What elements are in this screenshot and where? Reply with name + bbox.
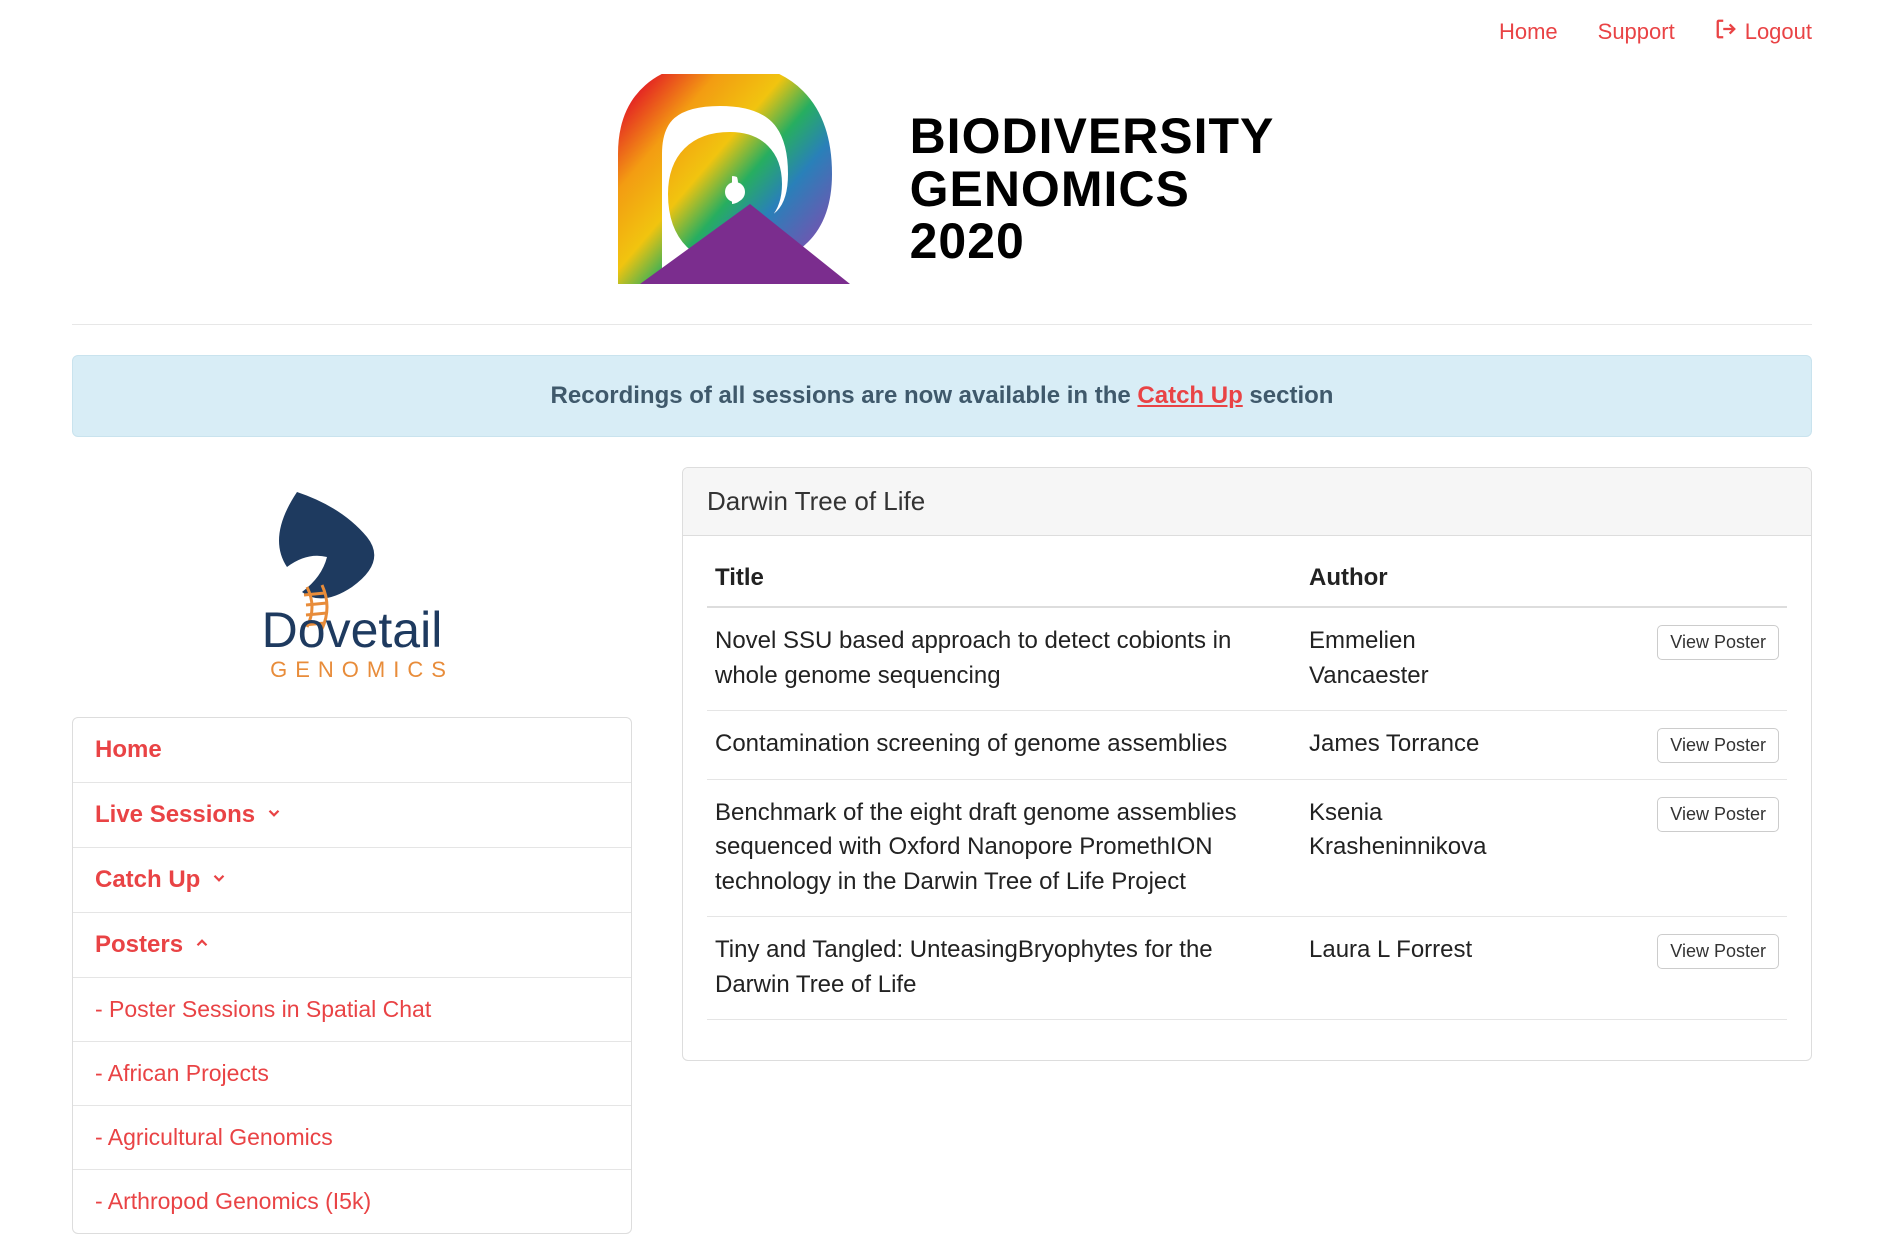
sidebar-item-label: Live Sessions — [95, 801, 255, 829]
nav-support-link[interactable]: Support — [1598, 19, 1675, 45]
conference-logo-icon — [610, 74, 880, 294]
sidebar-item-label: - Poster Sessions in Spatial Chat — [95, 996, 431, 1023]
poster-title: Novel SSU based approach to detect cobio… — [707, 607, 1301, 710]
sidebar-item-label: Home — [95, 736, 162, 764]
nav-home-link[interactable]: Home — [1499, 19, 1558, 45]
sidebar-subitem-african-projects[interactable]: - African Projects — [73, 1042, 631, 1106]
table-row: Novel SSU based approach to detect cobio… — [707, 607, 1787, 710]
chevron-up-icon — [193, 931, 211, 959]
chevron-down-icon — [210, 866, 228, 894]
conference-title-line3: 2020 — [910, 215, 1275, 268]
sidebar-subitem-spatial-chat[interactable]: - Poster Sessions in Spatial Chat — [73, 978, 631, 1042]
conference-title-line1: BIODIVERSITY — [910, 110, 1275, 163]
col-author: Author — [1301, 550, 1539, 607]
poster-panel: Darwin Tree of Life Title Author — [682, 467, 1812, 1061]
sidebar-nav: Home Live Sessions Catch Up Posters — [72, 717, 632, 1234]
top-nav: Home Support Logout — [72, 0, 1812, 64]
sidebar-item-label: - Arthropod Genomics (I5k) — [95, 1188, 371, 1215]
chevron-down-icon — [265, 801, 283, 829]
header-logo: BIODIVERSITY GENOMICS 2020 — [72, 64, 1812, 324]
sidebar-item-label: - Agricultural Genomics — [95, 1124, 333, 1151]
table-row: Benchmark of the eight draft genome asse… — [707, 779, 1787, 916]
main-content: Darwin Tree of Life Title Author — [682, 467, 1812, 1061]
sidebar-subitem-agricultural-genomics[interactable]: - Agricultural Genomics — [73, 1106, 631, 1170]
table-row: Contamination screening of genome assemb… — [707, 710, 1787, 779]
view-poster-button[interactable]: View Poster — [1657, 797, 1779, 832]
sidebar-item-catch-up[interactable]: Catch Up — [73, 848, 631, 913]
sponsor-logo: Dovetail GENOMICS — [72, 467, 632, 717]
col-title: Title — [707, 550, 1301, 607]
sidebar-item-label: Posters — [95, 931, 183, 959]
poster-table: Title Author Novel SSU based approach to… — [707, 550, 1787, 1020]
sidebar-subitem-arthropod-genomics[interactable]: - Arthropod Genomics (I5k) — [73, 1170, 631, 1233]
poster-author: Laura L Forrest — [1301, 916, 1539, 1019]
poster-title: Tiny and Tangled: UnteasingBryophytes fo… — [707, 916, 1301, 1019]
view-poster-button[interactable]: View Poster — [1657, 728, 1779, 763]
poster-author: James Torrance — [1301, 710, 1539, 779]
sponsor-name-text: Dovetail — [262, 602, 443, 658]
panel-title: Darwin Tree of Life — [683, 468, 1811, 536]
sidebar-item-live-sessions[interactable]: Live Sessions — [73, 783, 631, 848]
logout-icon — [1715, 18, 1737, 46]
conference-title-line2: GENOMICS — [910, 163, 1275, 216]
sponsor-sub-text: GENOMICS — [270, 657, 454, 682]
col-action — [1539, 550, 1787, 607]
conference-title: BIODIVERSITY GENOMICS 2020 — [910, 110, 1275, 268]
banner-catchup-link[interactable]: Catch Up — [1137, 382, 1242, 409]
table-row: Tiny and Tangled: UnteasingBryophytes fo… — [707, 916, 1787, 1019]
banner-prefix: Recordings of all sessions are now avail… — [551, 382, 1138, 409]
view-poster-button[interactable]: View Poster — [1657, 934, 1779, 969]
poster-title: Benchmark of the eight draft genome asse… — [707, 779, 1301, 916]
nav-logout-link[interactable]: Logout — [1715, 18, 1812, 46]
sidebar-item-label: Catch Up — [95, 866, 200, 894]
view-poster-button[interactable]: View Poster — [1657, 625, 1779, 660]
poster-author: Ksenia Krasheninnikova — [1301, 779, 1539, 916]
header-divider — [72, 324, 1812, 325]
sidebar-item-label: - African Projects — [95, 1060, 269, 1087]
poster-title: Contamination screening of genome assemb… — [707, 710, 1301, 779]
logout-label: Logout — [1745, 19, 1812, 45]
sidebar-item-posters[interactable]: Posters — [73, 913, 631, 978]
banner-suffix: section — [1243, 382, 1334, 409]
sidebar-item-home[interactable]: Home — [73, 718, 631, 783]
poster-author: Emmelien Vancaester — [1301, 607, 1539, 710]
announcement-banner: Recordings of all sessions are now avail… — [72, 355, 1812, 437]
sidebar: Dovetail GENOMICS Home Live Sessions Cat… — [72, 467, 632, 1234]
